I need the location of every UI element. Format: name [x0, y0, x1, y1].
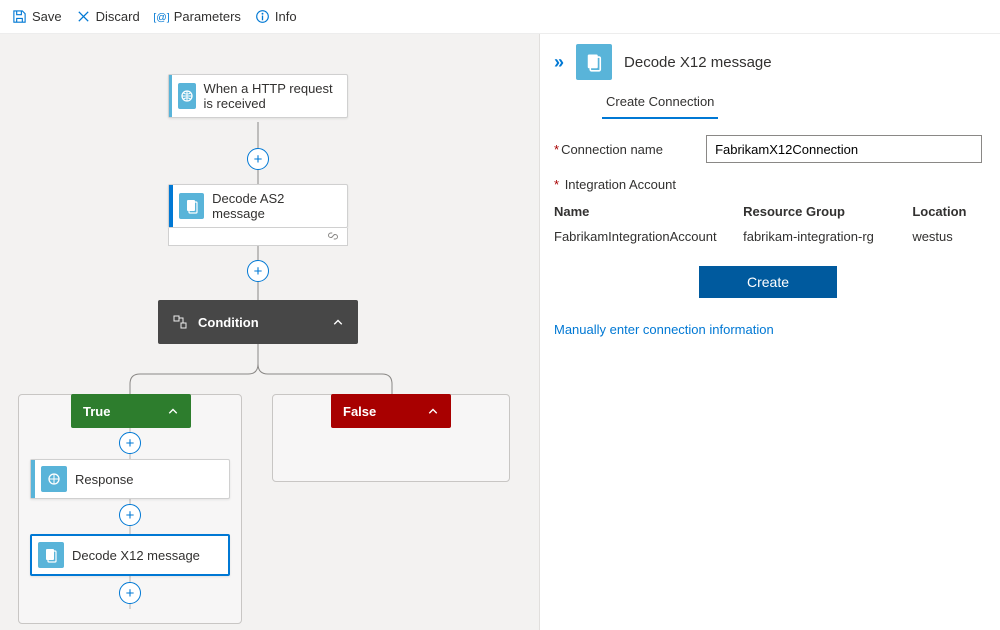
document-icon [179, 193, 204, 219]
info-button[interactable]: Info [255, 9, 297, 24]
http-icon [41, 466, 67, 492]
add-step-button[interactable]: + [247, 260, 269, 282]
save-button[interactable]: Save [12, 9, 62, 24]
save-label: Save [32, 9, 62, 24]
decode-x12-title: Decode X12 message [72, 542, 210, 569]
manual-connection-link[interactable]: Manually enter connection information [554, 322, 774, 337]
discard-icon [76, 9, 91, 24]
false-label: False [343, 404, 376, 419]
chevron-up-icon [167, 405, 179, 417]
toolbar: Save Discard [@] Parameters Info [0, 0, 1000, 34]
link-icon [327, 230, 339, 242]
parameters-button[interactable]: [@] Parameters [154, 9, 241, 24]
workflow-canvas[interactable]: When a HTTP request is received + Decode… [0, 34, 540, 630]
node-accent [31, 460, 35, 498]
integration-account-label: Integration Account [565, 177, 676, 192]
col-location: Location [912, 204, 982, 219]
add-step-button[interactable]: + [119, 432, 141, 454]
cell-name: FabrikamIntegrationAccount [554, 229, 743, 244]
decode-as2-node[interactable]: Decode AS2 message [168, 184, 348, 246]
add-step-button[interactable]: + [247, 148, 269, 170]
details-panel: » Decode X12 message Create Connection *… [540, 34, 1000, 630]
condition-title: Condition [198, 315, 332, 330]
node-footer [168, 228, 348, 246]
create-button[interactable]: Create [699, 266, 837, 298]
svg-text:[@]: [@] [154, 12, 169, 23]
decode-x12-node[interactable]: Decode X12 message [30, 534, 230, 576]
decode-as2-title: Decode AS2 message [212, 185, 347, 227]
panel-title: Decode X12 message [624, 54, 772, 71]
document-icon [38, 542, 64, 568]
false-branch-header[interactable]: False [331, 394, 451, 428]
add-step-button[interactable]: + [119, 504, 141, 526]
false-branch: False [272, 394, 510, 482]
document-icon [576, 44, 612, 80]
cell-rg: fabrikam-integration-rg [743, 229, 912, 244]
table-row[interactable]: FabrikamIntegrationAccount fabrikam-inte… [554, 223, 982, 250]
http-trigger-node[interactable]: When a HTTP request is received [168, 74, 348, 118]
collapse-panel-icon[interactable]: » [554, 52, 564, 73]
parameters-label: Parameters [174, 9, 241, 24]
node-accent [169, 185, 173, 227]
parameters-icon: [@] [154, 9, 169, 24]
info-icon [255, 9, 270, 24]
required-marker: * [554, 142, 559, 157]
true-branch-header[interactable]: True [71, 394, 191, 428]
info-label: Info [275, 9, 297, 24]
response-title: Response [75, 466, 144, 493]
response-node[interactable]: Response [30, 459, 230, 499]
cell-loc: westus [912, 229, 982, 244]
node-accent [169, 75, 172, 117]
condition-icon [172, 314, 188, 330]
save-icon [12, 9, 27, 24]
col-name: Name [554, 204, 743, 219]
chevron-up-icon [332, 316, 344, 328]
http-trigger-title: When a HTTP request is received [204, 75, 347, 117]
col-resource-group: Resource Group [743, 204, 912, 219]
add-step-button[interactable]: + [119, 582, 141, 604]
chevron-up-icon [427, 405, 439, 417]
discard-label: Discard [96, 9, 140, 24]
connection-name-input[interactable] [706, 135, 982, 163]
condition-node[interactable]: Condition [158, 300, 358, 344]
tab-create-connection[interactable]: Create Connection [602, 86, 718, 119]
required-marker: * [554, 177, 559, 192]
integration-account-table: Name Resource Group Location FabrikamInt… [554, 200, 982, 250]
true-label: True [83, 404, 110, 419]
discard-button[interactable]: Discard [76, 9, 140, 24]
http-icon [178, 83, 196, 109]
connection-name-label: Connection name [561, 142, 706, 157]
